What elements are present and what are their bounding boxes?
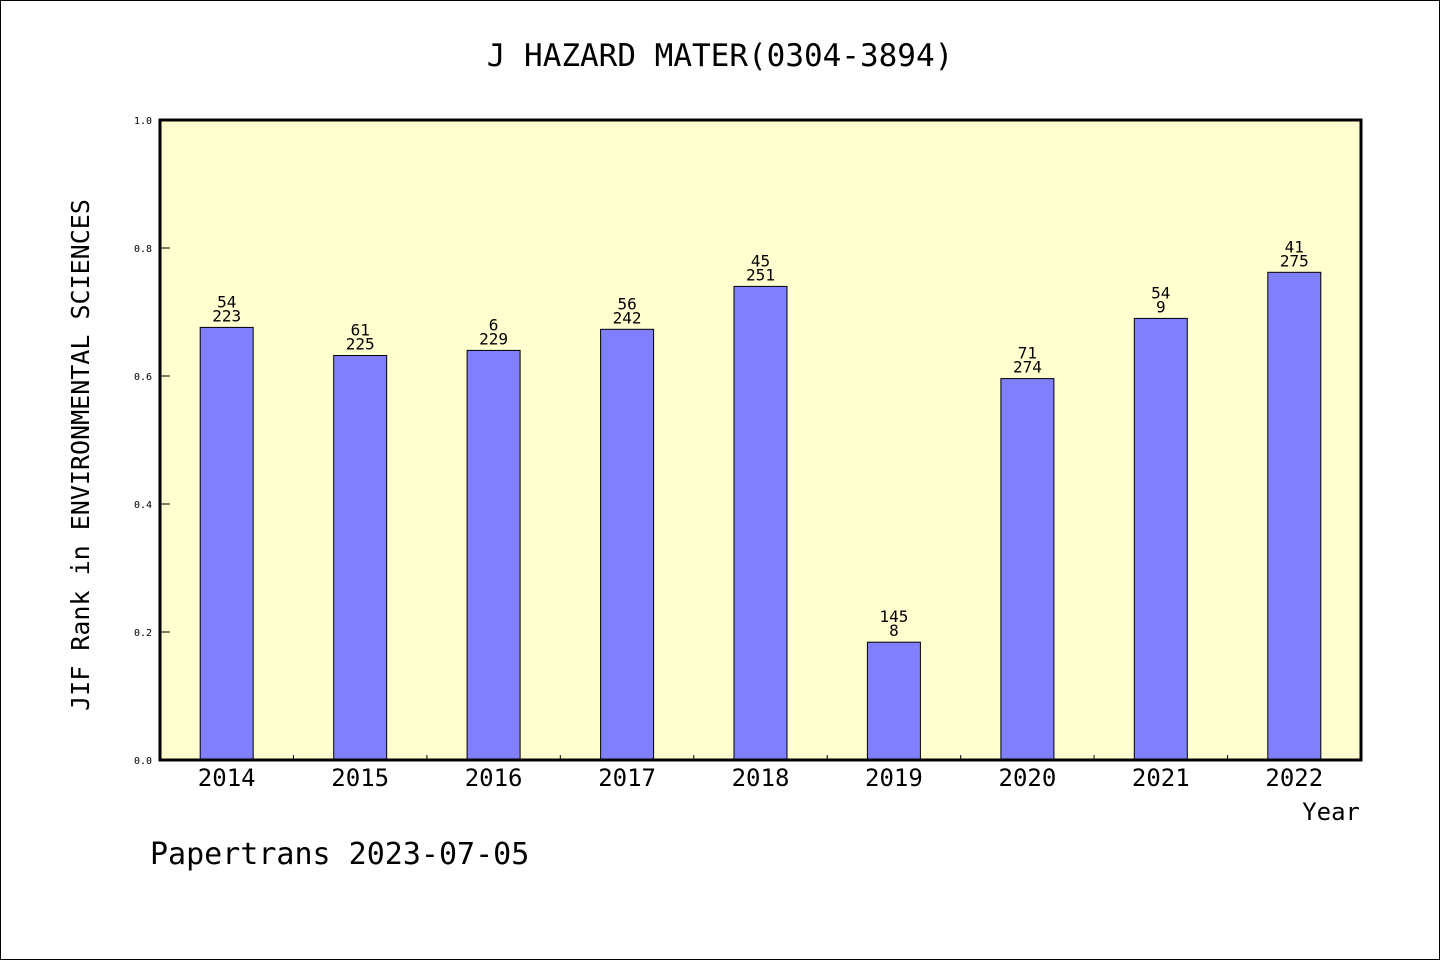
y-tick-label-0.0: 0.0 [134,756,152,767]
bar-2014 [199,326,254,761]
x-axis-ticks: 2014 2015 2016 2017 2018 2019 2020 2021 2022 [198,755,1323,792]
bar-2015 [333,355,388,761]
bar-label-top-2022: 41 [1285,237,1304,256]
bar-2021 [1133,317,1188,761]
y-tick-label-0.8: 0.8 [134,244,152,255]
bar-2020 [1000,378,1055,761]
bar-label-bottom-2016: 229 [479,329,508,348]
footer-note: Papertrans 2023-07-05 [150,837,529,872]
bar-label-bottom-2020: 274 [1013,358,1042,377]
bar-2018 [733,285,788,761]
bar-label-bottom-2022: 275 [1280,251,1309,270]
bar-label-top-2020: 71 [1018,344,1037,363]
bar-label-top-2014: 54 [217,292,236,311]
y-tick-label-0.6: 0.6 [134,372,152,383]
x-tick-label-2019: 2019 [865,764,923,792]
x-axis-label: Year [1302,798,1360,826]
bar-label-top-2021: 54 [1151,283,1170,302]
y-tick-label-1.0: 1.0 [134,116,152,127]
bars-group [199,271,1322,761]
bar-label-bottom-2021: 9 [1156,297,1166,316]
bar-label-top-2017: 56 [617,294,636,313]
x-tick-label-2017: 2017 [598,764,656,792]
bar-labels-group: 5422361225622956242452511458712745494127… [212,237,1309,640]
y-tick-label-0.2: 0.2 [134,628,152,639]
y-axis-label: JIF Rank in ENVIRONMENTAL SCIENCES [66,199,95,711]
chart-title: J HAZARD MATER(0304-3894) [487,38,954,74]
y-tick-label-0.4: 0.4 [134,500,152,511]
x-tick-label-2018: 2018 [732,764,790,792]
bar-2017 [600,328,655,761]
bar-label-top-2019: 145 [879,607,908,626]
x-tick-label-2020: 2020 [999,764,1057,792]
bar-label-top-2016: 6 [489,315,499,334]
x-tick-label-2021: 2021 [1132,764,1190,792]
x-tick-label-2022: 2022 [1265,764,1323,792]
x-tick-label-2016: 2016 [465,764,523,792]
plot-border [158,118,1363,762]
bar-label-bottom-2018: 251 [746,265,775,284]
bar-label-bottom-2015: 225 [346,335,375,354]
bar-label-bottom-2017: 242 [613,308,642,327]
bar-2022 [1267,271,1322,761]
bar-label-bottom-2014: 223 [212,306,241,325]
x-tick-label-2014: 2014 [198,764,256,792]
bar-2019 [866,641,921,761]
bar-2016 [466,349,521,761]
bar-label-bottom-2019: 8 [889,621,899,640]
bar-label-top-2018: 45 [751,251,770,270]
bar-label-top-2015: 61 [351,321,370,340]
x-tick-label-2015: 2015 [331,764,389,792]
